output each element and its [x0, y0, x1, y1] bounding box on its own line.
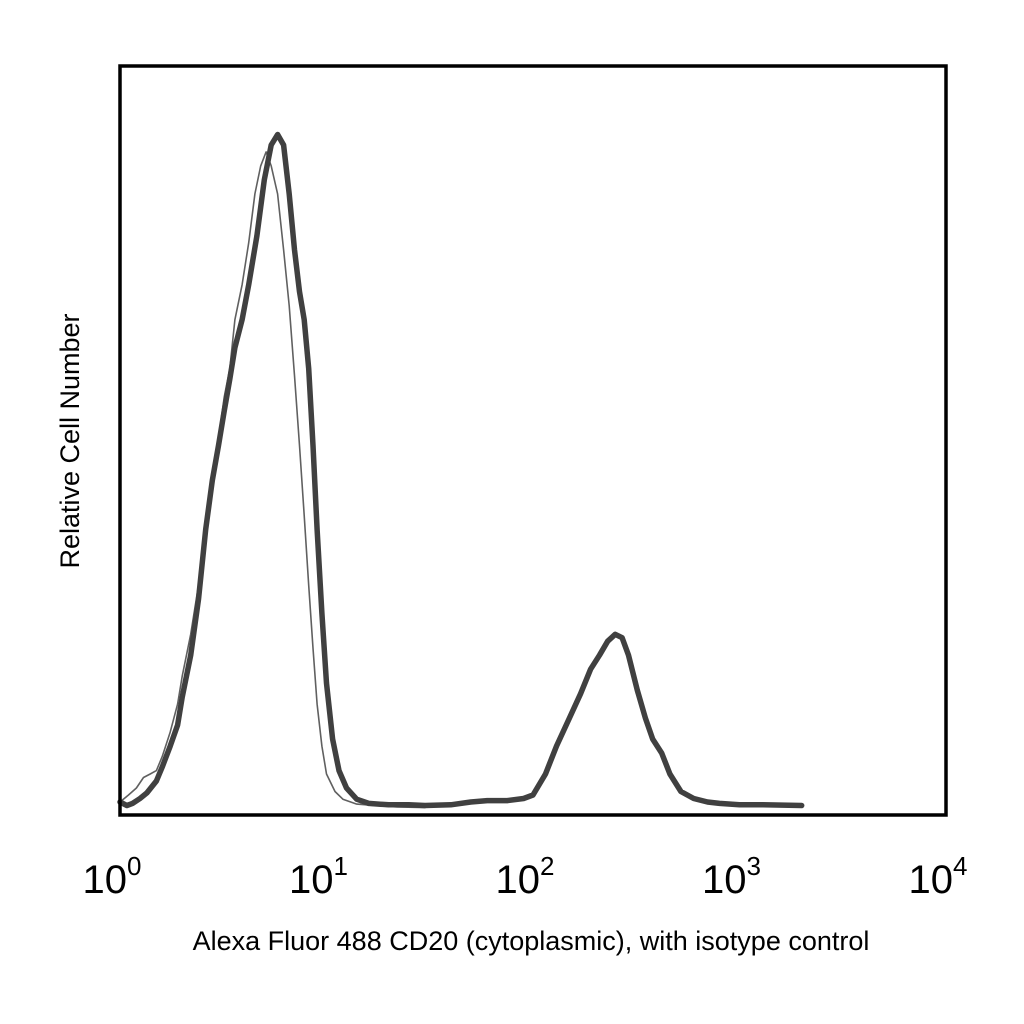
x-tick-label: 104	[909, 851, 968, 902]
y-axis-title: Relative Cell Number	[55, 313, 85, 568]
x-tick-label: 103	[702, 851, 761, 902]
series-line-stained	[117, 131, 805, 809]
x-tick-labels: 100 101 102 103 104	[83, 851, 968, 902]
histogram-curves	[117, 131, 805, 809]
x-tick-label: 101	[289, 851, 348, 902]
series-line-isotype	[119, 151, 426, 809]
x-tick-label: 100	[83, 851, 142, 902]
x-tick-label: 102	[496, 851, 555, 902]
plot-frame	[118, 64, 948, 817]
x-axis-title: Alexa Fluor 488 CD20 (cytoplasmic), with…	[193, 926, 870, 956]
